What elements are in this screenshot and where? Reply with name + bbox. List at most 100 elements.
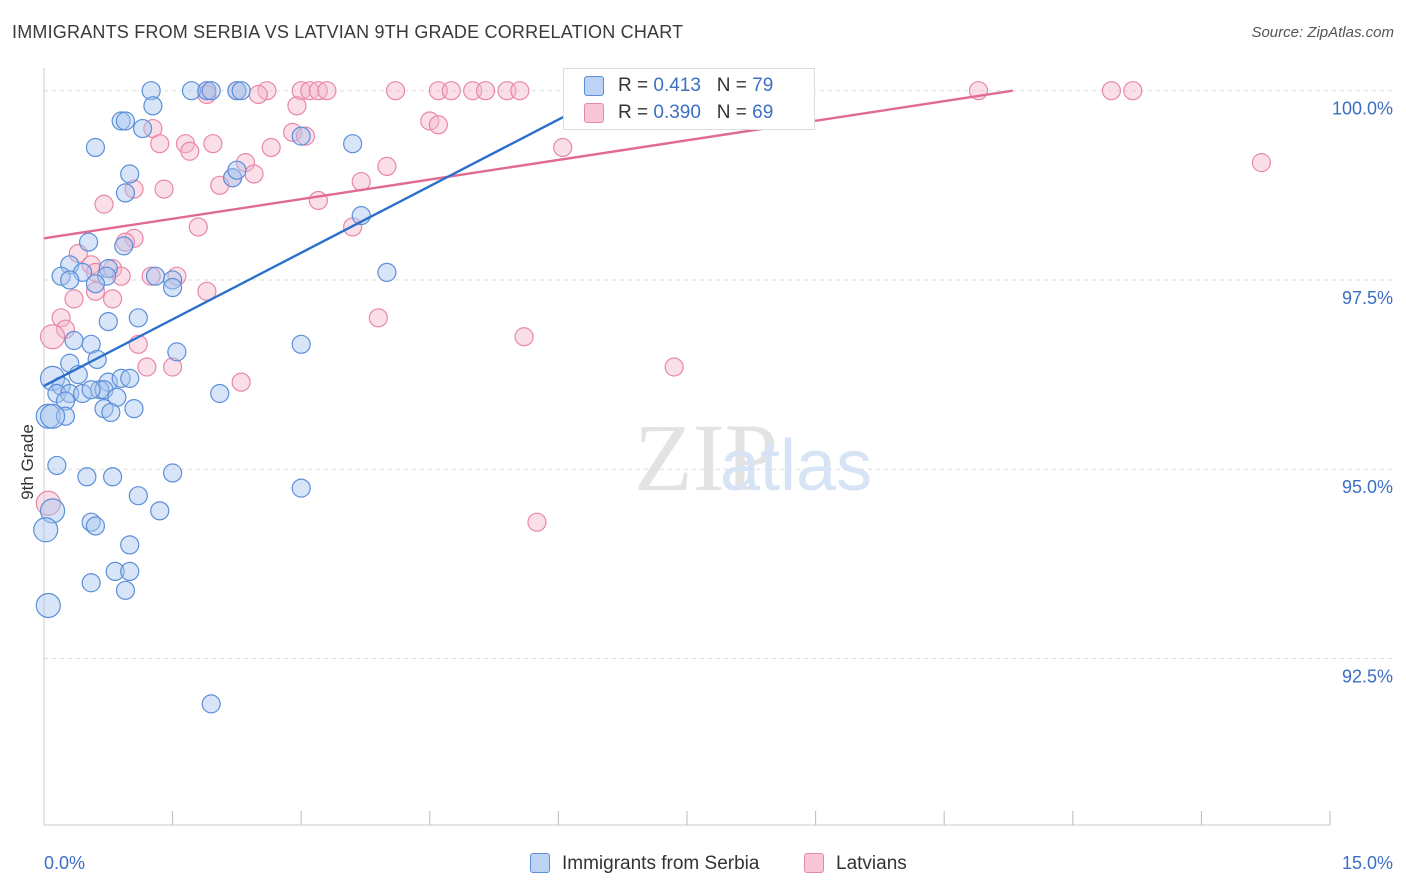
legend: R = 0.413 N = 79 R = 0.390 N = 69 [563, 68, 815, 130]
latvians-point [664, 357, 684, 377]
legend-swatch-latvians [584, 103, 604, 123]
serbia-point [115, 580, 136, 600]
latvians-point [1251, 153, 1272, 173]
legend-n-label: N = [716, 75, 753, 96]
latvians-point [203, 134, 223, 154]
serbia-point [181, 81, 202, 101]
latvians-point [514, 327, 534, 347]
latvians-point [64, 289, 84, 309]
y-tick-label: 95.0% [1342, 477, 1393, 497]
serbia-point [124, 399, 144, 419]
serbia-point [33, 517, 59, 543]
latvians-point [510, 81, 530, 101]
latvians-point [137, 357, 157, 377]
x-tick-label-max: 15.0% [1342, 853, 1393, 873]
serbia-point [197, 81, 217, 101]
serbia-point [210, 383, 230, 404]
latvians-point [35, 490, 61, 516]
latvians-point [141, 266, 161, 286]
y-axis-title: 9th Grade [18, 424, 37, 500]
latvians-point [475, 81, 496, 101]
serbia-point [227, 160, 247, 180]
serbia-point [85, 137, 106, 158]
latvians-point [287, 96, 307, 116]
serbia-point [231, 81, 251, 101]
latvians-point [51, 308, 71, 328]
latvians-point [248, 84, 268, 105]
serbia-point [47, 455, 67, 476]
serbia-point [55, 391, 76, 411]
latvians-point [295, 126, 316, 146]
axis-labels: 92.5% 95.0% 97.5% 100.0% 0.0% 15.0% 9th Grade [18, 99, 1393, 873]
legend-r-value: 0.413 [653, 75, 701, 96]
serbia-point [81, 380, 101, 400]
serbia-point [102, 467, 123, 487]
serbia-point [115, 183, 136, 203]
serbia-point [64, 330, 84, 351]
serbia-point [141, 81, 161, 101]
serbia-point [81, 573, 101, 593]
bottom-legend-label-latvians: Latvians [836, 853, 907, 874]
bottom-legend-swatch-latvians [804, 853, 824, 873]
y-tick-label: 92.5% [1342, 666, 1393, 686]
serbia-point [101, 402, 121, 423]
y-tick-label: 100.0% [1332, 99, 1393, 119]
serbia-point [85, 516, 106, 536]
legend-r-value: 0.390 [653, 102, 701, 123]
serbia-point [132, 118, 153, 139]
source-label: Source: ZipAtlas.com [1251, 24, 1394, 41]
latvians-trend-line [43, 89, 1013, 240]
serbia-point [150, 501, 170, 521]
serbia-point [291, 478, 311, 498]
chart-title: IMMIGRANTS FROM SERBIA VS LATVIAN 9TH GR… [12, 22, 684, 42]
latvians-point [85, 281, 106, 301]
latvians-point [94, 194, 114, 214]
serbia-point [201, 81, 221, 101]
latvians-point [163, 357, 183, 377]
serbia-point [77, 467, 97, 487]
watermark-zip: ZIP [634, 404, 778, 511]
legend-n-value: 79 [752, 75, 774, 96]
serbia-point [120, 164, 140, 184]
latvians-point [527, 512, 547, 532]
serbia-point [39, 403, 66, 429]
serbia-point [377, 262, 397, 282]
serbia-point [143, 96, 163, 116]
latvians-point [188, 217, 208, 237]
legend-n-label: N = [716, 102, 753, 123]
y-tick-label: 97.5% [1342, 288, 1393, 308]
latvians-point [1123, 81, 1143, 101]
serbia-point [85, 274, 106, 294]
serbia-point [114, 236, 134, 256]
latvians-point [180, 141, 200, 161]
grid [44, 90, 1392, 659]
latvians-point [261, 137, 281, 158]
serbia-point [39, 498, 66, 524]
serbia-point [227, 81, 247, 101]
watermark-atlas: atlas [720, 426, 872, 506]
latvians-point [244, 164, 264, 184]
latvians-point [231, 372, 251, 392]
serbia-point [78, 232, 99, 252]
latvians-point [308, 190, 328, 211]
legend-r-label: R = [618, 75, 654, 96]
serbia-point [98, 311, 118, 332]
serbia-point [145, 266, 166, 286]
serbia-point [120, 561, 140, 582]
serbia-point [96, 266, 117, 286]
latvians-point [377, 156, 397, 177]
serbia-point [55, 406, 76, 426]
x-tick-label-min: 0.0% [44, 853, 85, 873]
serbia-point [120, 535, 140, 555]
latvians-point [102, 289, 123, 309]
serbia-point [201, 694, 221, 714]
serbia-point [111, 111, 131, 131]
latvians-point [154, 179, 174, 199]
latvians-point [368, 308, 388, 328]
latvians-point [150, 134, 170, 154]
latvians-point [441, 81, 461, 101]
legend-r-label: R = [618, 102, 654, 123]
serbia-point [128, 486, 148, 506]
serbia-point [128, 308, 148, 328]
